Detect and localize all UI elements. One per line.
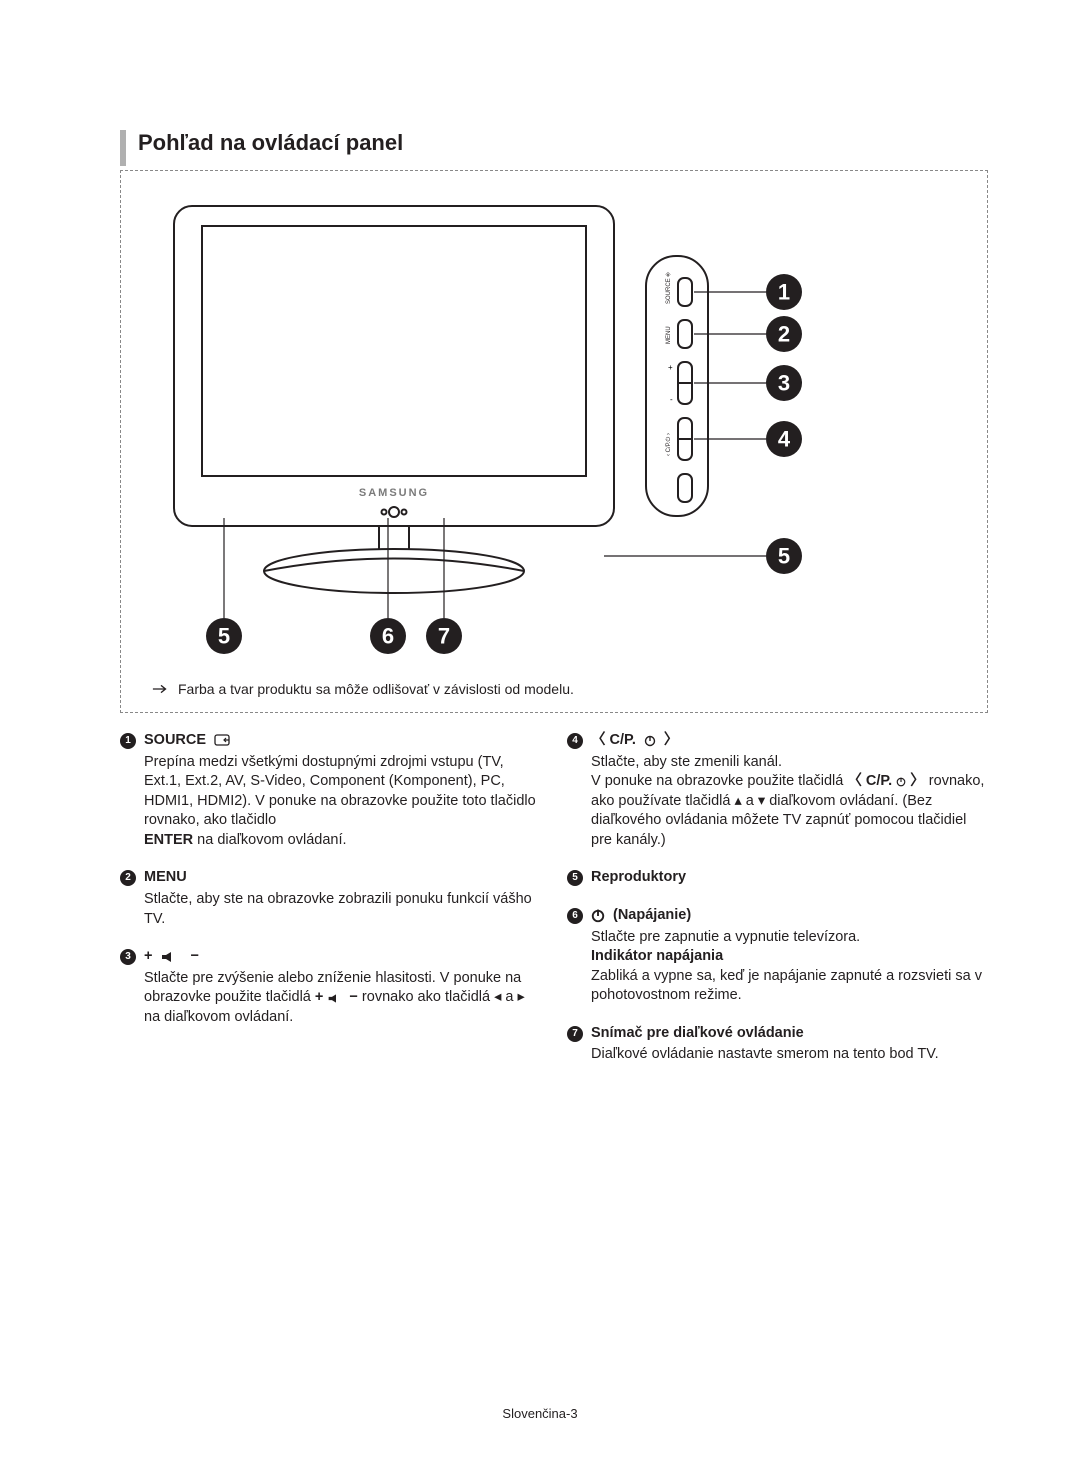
note-arrow-icon <box>152 684 170 694</box>
svg-text:+: + <box>668 363 673 372</box>
title-5: Reproduktory <box>591 868 686 888</box>
num-2: 2 <box>120 870 136 886</box>
item-7: 7 Snímač pre diaľkové ovládanie Diaľkové… <box>567 1024 990 1065</box>
panel-source-label: SOURCE ⎆ <box>665 272 672 304</box>
power-icon-6 <box>591 909 605 923</box>
cp-label: 〈 C/P. <box>591 731 636 751</box>
diagram-container: SAMSUNG SOURCE ⎆ MENU + - <box>120 170 988 713</box>
panel-menu-label: MENU <box>666 326 672 344</box>
panel-cp-label: ‹ C/P.⏻ › <box>665 433 672 456</box>
description-columns: 1 SOURCE Prepína medzi všetkými dostupný… <box>120 731 990 1083</box>
body-7: Diaľkové ovládanie nastavte smerom na te… <box>567 1045 990 1065</box>
item-4: 4 〈 C/P. 〉 Stlačte, aby ste zmenili kaná… <box>567 731 990 850</box>
body-3: Stlačte pre zvýšenie alebo zníženie hlas… <box>120 969 543 1028</box>
arrow-left-icon: ◂ <box>494 989 501 1005</box>
svg-text:4: 4 <box>778 427 791 452</box>
vol-plus: + <box>144 947 152 967</box>
svg-text:3: 3 <box>778 371 790 396</box>
item-2: 2 MENU Stlačte, aby ste na obrazovke zob… <box>120 868 543 929</box>
num-1: 1 <box>120 733 136 749</box>
title-2: MENU <box>144 868 187 888</box>
body-4: Stlačte, aby ste zmenili kanál. V ponuke… <box>567 753 990 851</box>
note-text: Farba a tvar produktu sa môže odlišovať … <box>178 681 574 697</box>
title-7: Snímač pre diaľkové ovládanie <box>591 1024 804 1044</box>
title-6: (Napájanie) <box>613 906 691 926</box>
page-footer: Slovenčina-3 <box>0 1406 1080 1421</box>
svg-text:1: 1 <box>778 280 790 305</box>
page-content: Pohľad na ovládací panel SAMSUNG SOURCE <box>120 130 990 1083</box>
body-6: Stlačte pre zapnutie a vypnutie televízo… <box>567 928 990 1006</box>
num-3: 3 <box>120 949 136 965</box>
arrow-down-icon: ▾ <box>758 793 765 809</box>
left-column: 1 SOURCE Prepína medzi všetkými dostupný… <box>120 731 543 1083</box>
brand-label: SAMSUNG <box>359 487 429 499</box>
svg-text:2: 2 <box>778 322 790 347</box>
right-column: 4 〈 C/P. 〉 Stlačte, aby ste zmenili kaná… <box>567 731 990 1083</box>
source-enter-icon <box>214 734 232 748</box>
num-6: 6 <box>567 908 583 924</box>
item-6: 6 (Napájanie) Stlačte pre zapnutie a vyp… <box>567 906 990 1006</box>
speaker-icon-inline <box>327 994 345 1003</box>
item-3: 3 + − Stlačte pre zvýšenie alebo zníženi… <box>120 947 543 1027</box>
svg-text:-: - <box>670 395 673 404</box>
item-1: 1 SOURCE Prepína medzi všetkými dostupný… <box>120 731 543 850</box>
power-icon <box>644 735 656 747</box>
speaker-icon <box>160 952 182 962</box>
arrow-up-icon: ▴ <box>734 793 741 809</box>
svg-text:6: 6 <box>382 624 394 649</box>
svg-text:5: 5 <box>218 624 230 649</box>
diagram-note: Farba a tvar produktu sa môže odlišovať … <box>152 681 974 697</box>
svg-text:7: 7 <box>438 624 450 649</box>
num-5: 5 <box>567 870 583 886</box>
power-icon-inline <box>896 777 906 787</box>
arrow-right-icon: ▸ <box>518 989 525 1005</box>
tv-diagram: SAMSUNG SOURCE ⎆ MENU + - <box>134 186 974 666</box>
item-5: 5 Reproduktory <box>567 868 990 888</box>
title-1: SOURCE <box>144 731 206 751</box>
body-2: Stlačte, aby ste na obrazovke zobrazili … <box>120 890 543 929</box>
svg-text:5: 5 <box>778 544 790 569</box>
body-1: Prepína medzi všetkými dostupnými zdrojm… <box>120 753 543 851</box>
vol-minus: − <box>190 947 198 967</box>
page-title: Pohľad na ovládací panel <box>138 130 990 156</box>
num-4: 4 <box>567 733 583 749</box>
num-7: 7 <box>567 1026 583 1042</box>
